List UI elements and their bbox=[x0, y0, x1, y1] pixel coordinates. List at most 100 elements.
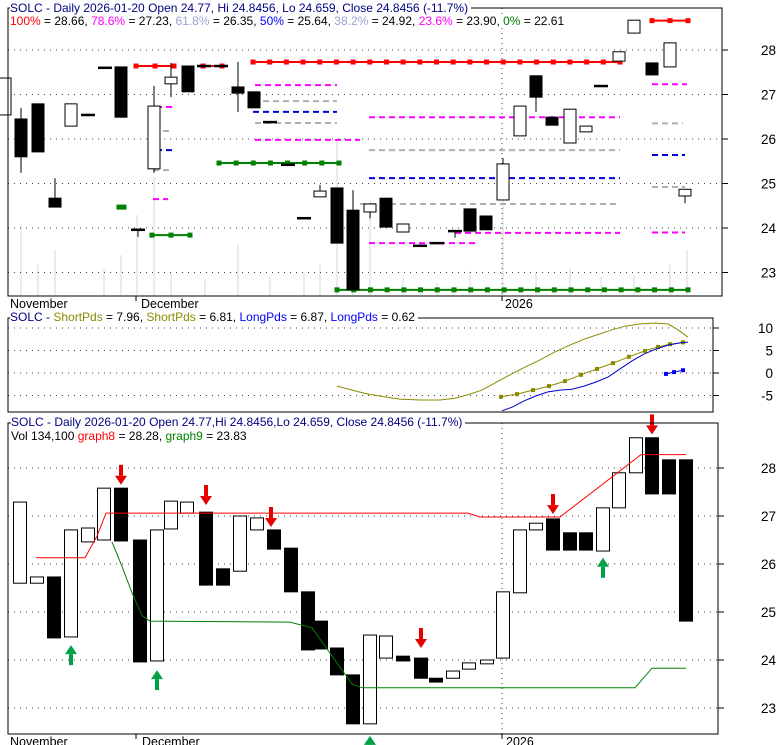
price-fib-panel-plot-area[interactable] bbox=[8, 8, 722, 296]
sell-arrow-icon bbox=[547, 494, 559, 515]
candle-body bbox=[663, 42, 677, 68]
candle-body bbox=[81, 527, 95, 543]
legend-segment: ShortPds bbox=[146, 310, 196, 324]
fib-marker bbox=[434, 287, 440, 293]
shortpds-marker-line-marker bbox=[668, 342, 672, 347]
arrow-head bbox=[415, 639, 427, 648]
volume-bar bbox=[600, 277, 602, 295]
fib-marker bbox=[384, 287, 390, 293]
fib-marker bbox=[534, 59, 540, 65]
fib-marker bbox=[333, 59, 339, 65]
candle bbox=[363, 634, 377, 725]
fib-marker bbox=[367, 287, 373, 293]
volume-bar bbox=[120, 255, 122, 295]
legend-segment: = 25.64, bbox=[283, 14, 335, 28]
oscillator-panel-plot-area[interactable] bbox=[8, 318, 713, 412]
candle bbox=[645, 437, 659, 495]
arrow-stem bbox=[551, 494, 555, 506]
fib-marker bbox=[618, 287, 624, 293]
buy-arrow-icon bbox=[364, 735, 376, 745]
candle bbox=[663, 42, 677, 68]
fib-marker bbox=[116, 204, 122, 210]
candle-body bbox=[180, 501, 194, 514]
fib-marker bbox=[685, 18, 691, 24]
candle bbox=[479, 215, 493, 231]
candle bbox=[396, 223, 410, 233]
fib-marker bbox=[250, 59, 256, 65]
candle bbox=[579, 125, 593, 133]
candle bbox=[284, 547, 298, 593]
legend-segment: LongPds bbox=[330, 310, 378, 324]
fib-marker bbox=[187, 232, 193, 238]
candle bbox=[679, 459, 693, 622]
candle-body bbox=[414, 657, 428, 679]
fib-marker bbox=[568, 287, 574, 293]
candle bbox=[513, 105, 527, 137]
candle bbox=[64, 529, 78, 638]
candle-body bbox=[479, 215, 493, 231]
candle bbox=[13, 501, 27, 584]
shortpds-marker-line-marker bbox=[547, 384, 551, 389]
candle-body bbox=[247, 91, 261, 109]
candle bbox=[30, 576, 44, 584]
candle bbox=[579, 532, 593, 551]
volume-bar bbox=[136, 215, 138, 295]
candle-body bbox=[579, 532, 593, 551]
volume-bar bbox=[502, 169, 504, 295]
longpds-marker-line-marker bbox=[681, 368, 685, 373]
arrow-stem bbox=[269, 507, 273, 519]
candle bbox=[313, 184, 327, 198]
candle bbox=[164, 500, 178, 530]
legend-segment: LongPds bbox=[239, 310, 287, 324]
fib-marker bbox=[501, 287, 507, 293]
fib-marker bbox=[500, 59, 506, 65]
legend-segment: = 7.96, bbox=[102, 310, 147, 324]
candle-body bbox=[529, 522, 543, 531]
legend-segment: = 0.62 bbox=[377, 310, 415, 324]
volume-bar bbox=[37, 265, 39, 295]
candle-body bbox=[545, 116, 559, 126]
legend-segment: 78.6% bbox=[91, 14, 126, 28]
shortpds-marker-line-marker bbox=[531, 388, 535, 393]
legend-segment: = 22.61 bbox=[520, 14, 565, 28]
shortpds-marker-line-marker bbox=[579, 372, 583, 377]
candle-body bbox=[463, 208, 477, 232]
fib-marker bbox=[450, 59, 456, 65]
volume-bar bbox=[170, 273, 172, 295]
candle-body bbox=[678, 188, 692, 197]
fib-marker bbox=[216, 160, 222, 166]
candle-body bbox=[462, 662, 476, 670]
candle bbox=[363, 203, 377, 219]
candle-body bbox=[250, 517, 264, 531]
volume-bar bbox=[369, 200, 371, 295]
fib-marker bbox=[283, 59, 289, 65]
candle bbox=[612, 51, 626, 62]
fib-marker bbox=[267, 59, 273, 65]
sell-arrow-icon bbox=[115, 464, 127, 485]
fib-marker bbox=[250, 160, 256, 166]
arrow-head bbox=[597, 557, 609, 567]
fib-marker bbox=[668, 287, 674, 293]
candle bbox=[164, 62, 178, 98]
candle-body bbox=[596, 507, 610, 552]
y-axis-label: 23 bbox=[761, 266, 776, 281]
candle bbox=[181, 65, 195, 93]
volume-bar bbox=[303, 273, 305, 295]
price-fib-panel: 28 27 26 25 24 23 November December 2026 bbox=[0, 7, 776, 311]
candle-body bbox=[627, 19, 641, 34]
candle bbox=[463, 208, 477, 232]
fib-marker bbox=[649, 18, 655, 24]
y-axis-label: 5 bbox=[765, 344, 773, 359]
candle-body bbox=[330, 187, 344, 244]
fib-marker bbox=[584, 59, 590, 65]
price-stops-panel: 28 27 26 25 24 23 November December 2026 bbox=[7, 414, 776, 745]
legend-segment: = 28.66, bbox=[40, 14, 92, 28]
shortpds-line bbox=[336, 322, 689, 401]
y-axis-label: 10 bbox=[758, 321, 773, 336]
candle-body bbox=[346, 674, 360, 725]
volume-bar bbox=[535, 273, 537, 295]
candle-body bbox=[301, 591, 315, 651]
candle-body bbox=[313, 190, 327, 198]
fib-marker bbox=[484, 287, 490, 293]
